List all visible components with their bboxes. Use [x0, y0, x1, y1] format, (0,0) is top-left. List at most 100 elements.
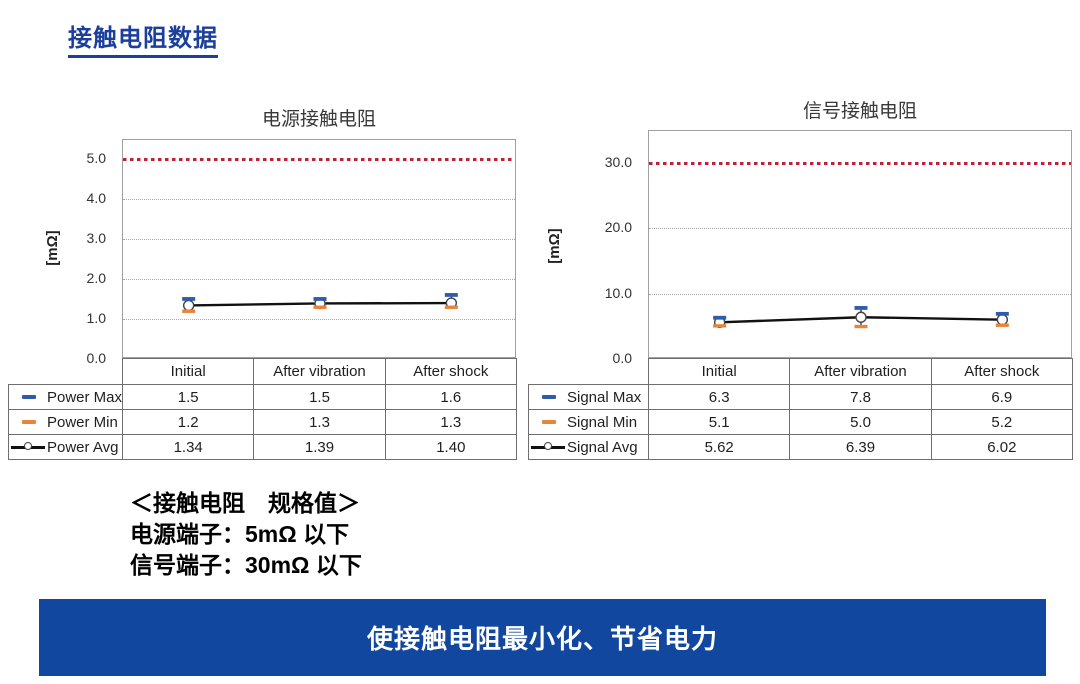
legend-cell: Power Min [8, 409, 123, 435]
value-cell: 5.0 [789, 409, 932, 435]
gridline [123, 199, 515, 201]
avg-marker [855, 311, 867, 323]
min-cap [995, 323, 1009, 327]
table-row: Signal Min 5.1 5.0 5.2 [528, 409, 1073, 435]
spec-heading: ＜接触电阻 规格值＞ [130, 490, 360, 516]
value-cell: 7.8 [789, 384, 932, 410]
table-row: Power Avg 1.34 1.39 1.40 [8, 434, 517, 460]
legend-cell: Power Avg [8, 434, 123, 460]
avg-legend-icon [531, 439, 567, 455]
value-cell: 5.2 [930, 409, 1073, 435]
series-layer [713, 306, 1009, 329]
category-header-cell: After vibration [253, 358, 386, 385]
value-cell: 1.34 [121, 434, 255, 460]
table-row: Power Max 1.5 1.5 1.6 [8, 384, 517, 410]
legend-cell: Signal Min [528, 409, 649, 435]
value-cell: 5.1 [647, 409, 791, 435]
y-tick-label: 20.0 [604, 219, 632, 236]
value-cell: 1.5 [253, 384, 386, 410]
series-name: Power Min [47, 413, 118, 431]
spec-line-power: 电源端子：5mΩ 以下 [130, 521, 350, 547]
series-name: Signal Max [567, 388, 642, 406]
category-header-cell: After shock [384, 358, 517, 385]
value-cell: 1.40 [384, 434, 517, 460]
gridline [123, 239, 515, 241]
signal-data-table: Initial After vibration After shock Signal … [528, 358, 1073, 460]
table-row: Signal Avg 5.62 6.39 6.02 [528, 434, 1073, 460]
category-header-cell: After vibration [789, 358, 932, 385]
page-title: 接触电阻数据 [68, 18, 218, 58]
summary-banner: 使接触电阻最小化、节省电力 [39, 599, 1046, 676]
max-cap [444, 293, 458, 297]
value-cell: 1.6 [384, 384, 517, 410]
category-header-cell: Initial [121, 358, 255, 385]
value-cell: 6.02 [930, 434, 1073, 460]
value-cell: 6.3 [647, 384, 791, 410]
y-tick-label: 0.0 [612, 350, 632, 366]
avg-legend-icon [11, 439, 47, 455]
max-dash-icon [22, 395, 36, 399]
min-cap [313, 305, 327, 309]
y-tick-label: 3.0 [86, 230, 106, 247]
signal-plot-area [648, 130, 1072, 358]
value-cell: 1.5 [121, 384, 255, 410]
value-cell: 1.3 [384, 409, 517, 435]
gridline [123, 279, 515, 281]
min-cap [182, 309, 196, 313]
y-tick-label: 30.0 [604, 154, 632, 170]
power-plot-area [122, 139, 516, 358]
value-cell: 1.2 [121, 409, 255, 435]
avg-marker [996, 313, 1009, 326]
max-cap [313, 297, 327, 301]
avg-circle-icon [544, 442, 552, 450]
y-tick-label: 5.0 [86, 150, 106, 167]
table-row: Power Min 1.2 1.3 1.3 [8, 409, 517, 435]
spec-line-signal: 信号端子：30mΩ 以下 [130, 552, 362, 578]
max-dash-icon [542, 395, 556, 399]
signal-chart-title: 信号接触电阻 [802, 101, 917, 122]
series-name: Power Max [47, 388, 123, 406]
value-cell: 6.39 [789, 434, 932, 460]
max-cap [854, 306, 868, 310]
max-cap [995, 311, 1009, 316]
gridline [123, 319, 515, 321]
max-cap [182, 297, 196, 301]
avg-circle-icon [24, 442, 32, 450]
gridline [649, 293, 1071, 295]
legend-cell: Signal Max [528, 384, 649, 410]
max-cap [713, 315, 727, 320]
min-cap [854, 324, 868, 329]
category-header-cell: Initial [647, 358, 791, 385]
signal-y-axis-label: [mΩ] [546, 228, 563, 264]
min-cap [713, 324, 727, 328]
power-chart-title: 电源接触电阻 [261, 109, 376, 130]
value-cell: 6.9 [930, 384, 1073, 410]
power-data-table: Initial After vibration After shock Power M… [8, 358, 517, 460]
spec-block: ＜接触电阻 规格值＞ 电源端子：5mΩ 以下 信号端子：30mΩ 以下 [130, 488, 362, 581]
series-name: Power Avg [47, 438, 119, 456]
series-name: Signal Min [567, 413, 638, 431]
y-tick-label: 4.0 [86, 190, 106, 207]
value-cell: 1.3 [253, 409, 386, 435]
avg-marker [182, 299, 195, 312]
category-header-cell: After shock [930, 358, 1073, 385]
series-name: Signal Avg [567, 438, 638, 456]
min-dash-icon [22, 420, 36, 424]
value-cell: 1.39 [253, 434, 386, 460]
series-layer [182, 293, 458, 313]
spec-limit-line [649, 161, 1071, 165]
min-dash-icon [542, 420, 556, 424]
y-tick-label: 0.0 [86, 350, 106, 366]
summary-banner-text: 使接触电阻最小化、节省电力 [366, 624, 718, 654]
gridline [649, 228, 1071, 230]
y-tick-label: 1.0 [86, 310, 106, 327]
legend-cell: Power Max [8, 384, 123, 410]
value-cell: 5.62 [647, 434, 791, 460]
spec-limit-line [123, 157, 515, 161]
y-tick-label: 2.0 [86, 270, 106, 287]
min-cap [444, 305, 458, 309]
table-row: Signal Max 6.3 7.8 6.9 [528, 384, 1073, 410]
y-tick-label: 10.0 [604, 284, 632, 301]
legend-cell: Signal Avg [528, 434, 649, 460]
